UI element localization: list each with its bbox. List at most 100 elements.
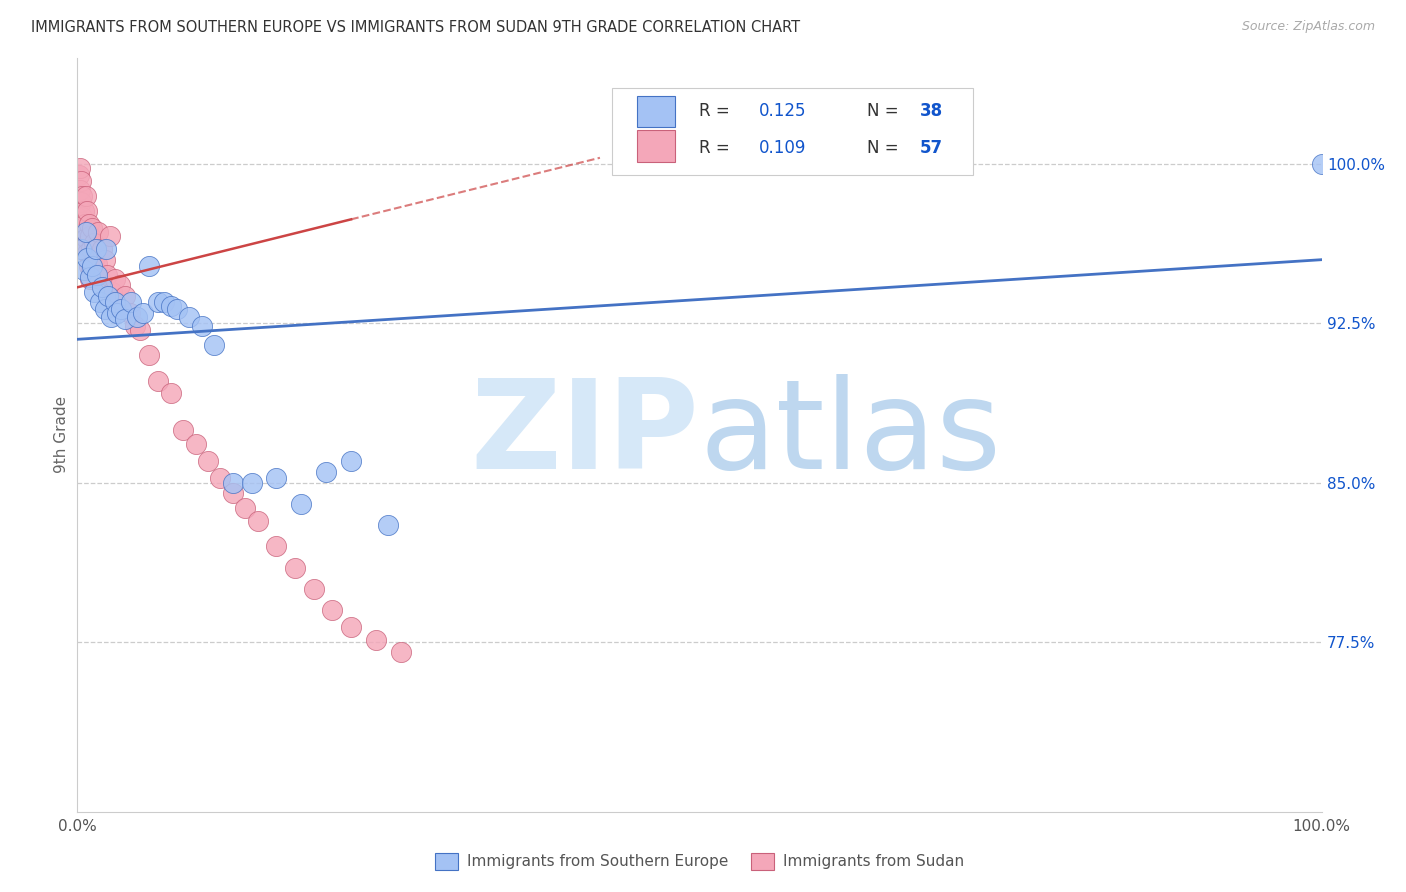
Point: [159, 386, 181, 401]
Point: [321, 603, 343, 617]
Point: [389, 645, 412, 659]
Legend: Immigrants from Southern Europe, Immigrants from Sudan: Immigrants from Southern Europe, Immigra…: [429, 847, 970, 876]
Point: [76, 246, 98, 260]
Point: [266, 471, 288, 485]
Point: [132, 306, 155, 320]
Point: [179, 310, 201, 324]
Point: [72, 225, 94, 239]
Point: [148, 295, 170, 310]
Point: [138, 259, 160, 273]
Point: [184, 437, 207, 451]
Point: [82, 259, 104, 273]
Point: [76, 203, 98, 218]
Point: [69, 161, 91, 176]
Point: [70, 174, 93, 188]
Point: [83, 251, 105, 265]
Point: [364, 632, 387, 647]
Point: [77, 217, 100, 231]
Text: 0.125: 0.125: [759, 102, 807, 120]
Point: [91, 280, 114, 294]
Text: N =: N =: [868, 139, 904, 157]
Point: [79, 272, 101, 286]
Point: [302, 582, 325, 596]
Point: [72, 203, 94, 218]
Point: [148, 374, 170, 388]
Point: [77, 259, 100, 273]
Point: [79, 229, 101, 244]
Point: [128, 323, 150, 337]
Point: [86, 257, 108, 271]
Text: atlas: atlas: [700, 375, 1001, 495]
FancyBboxPatch shape: [613, 88, 973, 175]
Point: [138, 348, 160, 362]
Point: [72, 211, 94, 225]
Text: ZIP: ZIP: [471, 375, 700, 495]
Text: 0.109: 0.109: [759, 139, 807, 157]
Point: [290, 497, 312, 511]
Point: [209, 471, 232, 485]
Point: [315, 465, 337, 479]
Point: [80, 242, 103, 256]
Point: [100, 310, 122, 324]
Point: [377, 518, 399, 533]
Text: 38: 38: [920, 102, 943, 120]
Point: [84, 242, 107, 256]
Point: [82, 220, 104, 235]
Text: 57: 57: [920, 139, 943, 157]
FancyBboxPatch shape: [637, 95, 675, 128]
Point: [70, 242, 93, 256]
Point: [233, 501, 256, 516]
Text: R =: R =: [700, 139, 735, 157]
Point: [104, 295, 127, 310]
Point: [70, 195, 93, 210]
Point: [166, 301, 188, 316]
Point: [104, 272, 127, 286]
Point: [120, 295, 142, 310]
Text: R =: R =: [700, 102, 735, 120]
Text: Source: ZipAtlas.com: Source: ZipAtlas.com: [1241, 20, 1375, 33]
Point: [97, 289, 120, 303]
Point: [340, 454, 363, 468]
Point: [93, 252, 115, 267]
Point: [80, 263, 103, 277]
Point: [1310, 157, 1333, 171]
Point: [284, 560, 307, 574]
Point: [110, 301, 132, 316]
Y-axis label: 9th Grade: 9th Grade: [53, 396, 69, 474]
Point: [202, 337, 225, 351]
Point: [240, 475, 263, 490]
Point: [72, 263, 94, 277]
Point: [124, 318, 146, 333]
Point: [340, 620, 363, 634]
Point: [222, 475, 245, 490]
Point: [153, 295, 176, 310]
Point: [266, 539, 288, 553]
Point: [76, 251, 98, 265]
Point: [105, 306, 128, 320]
Point: [94, 242, 117, 256]
Point: [89, 272, 111, 286]
Point: [114, 312, 136, 326]
Point: [101, 285, 124, 299]
Point: [84, 242, 107, 256]
Point: [246, 514, 269, 528]
Point: [75, 231, 97, 245]
Point: [72, 189, 94, 203]
Text: N =: N =: [868, 102, 904, 120]
Point: [91, 242, 114, 256]
Point: [66, 211, 89, 225]
Point: [114, 289, 136, 303]
Point: [191, 318, 214, 333]
Point: [75, 189, 97, 203]
Point: [75, 225, 97, 239]
Point: [125, 310, 148, 324]
Point: [172, 423, 194, 437]
Point: [79, 269, 101, 284]
Point: [83, 235, 105, 250]
Point: [108, 278, 131, 293]
Point: [67, 168, 90, 182]
Point: [118, 306, 141, 320]
Point: [159, 299, 181, 313]
Point: [87, 225, 110, 239]
Point: [222, 486, 245, 500]
